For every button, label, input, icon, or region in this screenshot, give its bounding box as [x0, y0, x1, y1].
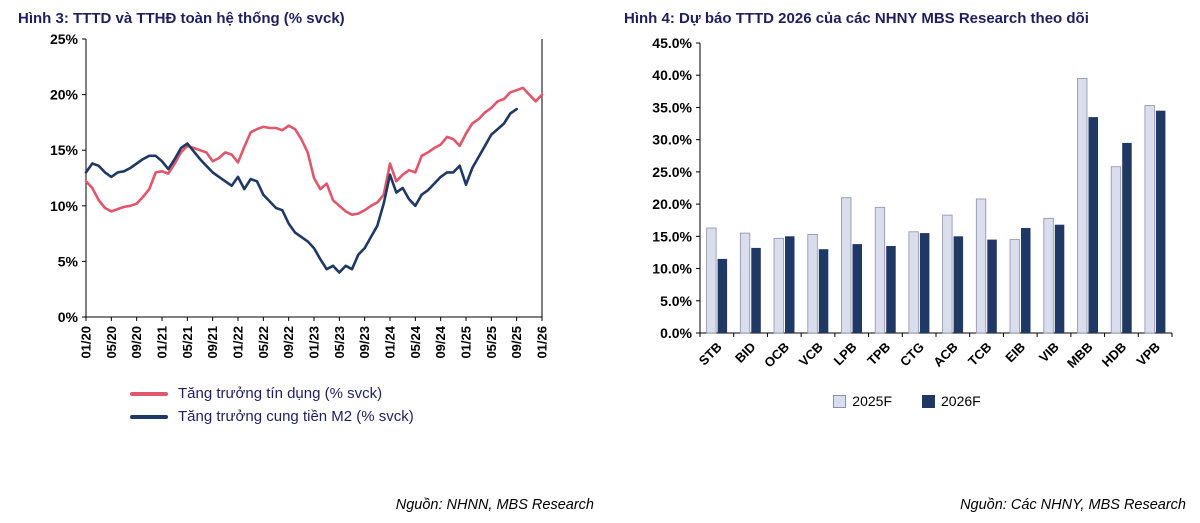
svg-text:EIB: EIB [1002, 339, 1028, 365]
svg-text:05/25: 05/25 [484, 326, 499, 359]
svg-text:10.0%: 10.0% [652, 261, 692, 277]
svg-text:01/24: 01/24 [383, 325, 398, 358]
figure-3-legend: Tăng trưởng tín dụng (% svck) Tăng trưởn… [130, 385, 608, 425]
figure-4-title: Hình 4: Dự báo TTTD 2026 của các NHNY MB… [624, 10, 1089, 27]
svg-text:BID: BID [732, 339, 758, 365]
svg-text:20%: 20% [50, 87, 79, 103]
svg-text:05/23: 05/23 [332, 326, 347, 359]
credit-line-swatch [130, 391, 168, 396]
svg-text:ACB: ACB [930, 339, 961, 370]
svg-text:01/21: 01/21 [155, 326, 170, 359]
svg-text:CTG: CTG [897, 339, 927, 369]
svg-text:MBB: MBB [1064, 339, 1096, 371]
svg-text:35.0%: 35.0% [652, 99, 692, 115]
svg-text:30.0%: 30.0% [652, 132, 692, 148]
svg-text:TPB: TPB [864, 339, 893, 368]
svg-text:05/20: 05/20 [104, 326, 119, 359]
svg-text:20.0%: 20.0% [652, 196, 692, 212]
svg-text:09/23: 09/23 [357, 326, 372, 359]
svg-text:09/21: 09/21 [205, 326, 220, 359]
figure-4-source: Nguồn: Các NHNY, MBS Research [960, 497, 1186, 513]
svg-text:10%: 10% [50, 198, 79, 214]
forecast-2026-swatch [922, 394, 935, 408]
svg-text:VCB: VCB [796, 339, 826, 369]
credit-m2-line-chart: 0% 5% 10% 15% 20% 25% 01/20 05/20 09/20 01/21 05/2… [50, 31, 550, 359]
svg-text:VIB: VIB [1036, 339, 1062, 365]
svg-text:45.0%: 45.0% [652, 35, 692, 51]
forecast-2025-label: 2025F [852, 393, 892, 409]
svg-text:09/24: 09/24 [433, 325, 448, 358]
forecast-2025-swatch [833, 394, 847, 408]
legend-item-2026f: 2026F [922, 393, 981, 409]
legend-item-credit-growth: Tăng trưởng tín dụng (% svck) [130, 385, 382, 402]
svg-text:05/24: 05/24 [408, 325, 423, 358]
credit-line-label: Tăng trưởng tín dụng (% svck) [178, 385, 383, 402]
svg-text:15%: 15% [50, 142, 79, 158]
svg-text:LPB: LPB [831, 339, 860, 368]
svg-text:HDB: HDB [1099, 339, 1130, 370]
svg-text:25.0%: 25.0% [652, 164, 692, 180]
svg-text:05/21: 05/21 [180, 326, 195, 359]
figure-3-title: Hình 3: TTTD và TTHĐ toàn hệ thống (% sv… [18, 10, 345, 27]
svg-text:5%: 5% [58, 253, 79, 269]
svg-text:09/22: 09/22 [281, 326, 296, 359]
svg-text:15.0%: 15.0% [652, 228, 692, 244]
svg-text:VPB: VPB [1133, 339, 1163, 369]
svg-text:01/26: 01/26 [535, 326, 550, 359]
m2-line-label: Tăng trưởng cung tiền M2 (% svck) [178, 408, 414, 425]
svg-text:25%: 25% [50, 31, 79, 47]
svg-text:TCB: TCB [965, 339, 994, 368]
figure-4-panel: Hình 4: Dự báo TTTD 2026 của các NHNY MB… [608, 0, 1200, 523]
svg-text:40.0%: 40.0% [652, 67, 692, 83]
svg-text:0.0%: 0.0% [660, 325, 692, 341]
svg-text:09/20: 09/20 [129, 326, 144, 359]
svg-text:5.0%: 5.0% [660, 293, 692, 309]
figure-4-legend: 2025F 2026F [624, 393, 1190, 409]
svg-text:05/22: 05/22 [256, 326, 271, 359]
svg-text:STB: STB [696, 339, 725, 368]
svg-text:01/25: 01/25 [459, 326, 474, 359]
svg-text:OCB: OCB [761, 339, 792, 370]
bank-forecast-bar-chart: 0.0% 5.0% 10.0% 15.0% 20.0% 25.0% 30.0% 35.0% 40… [652, 35, 1173, 371]
figure-3-panel: Hình 3: TTTD và TTHĐ toàn hệ thống (% sv… [18, 10, 608, 513]
m2-line-swatch [130, 414, 168, 419]
legend-item-2025f: 2025F [833, 393, 892, 409]
svg-text:01/20: 01/20 [79, 326, 94, 359]
svg-text:09/25: 09/25 [509, 326, 524, 359]
forecast-2026-label: 2026F [941, 393, 981, 409]
svg-text:01/23: 01/23 [307, 326, 322, 359]
legend-item-m2-growth: Tăng trưởng cung tiền M2 (% svck) [130, 408, 414, 425]
svg-text:0%: 0% [58, 309, 79, 325]
svg-text:01/22: 01/22 [231, 326, 246, 359]
figure-3-source: Nguồn: NHNN, MBS Research [395, 497, 594, 513]
